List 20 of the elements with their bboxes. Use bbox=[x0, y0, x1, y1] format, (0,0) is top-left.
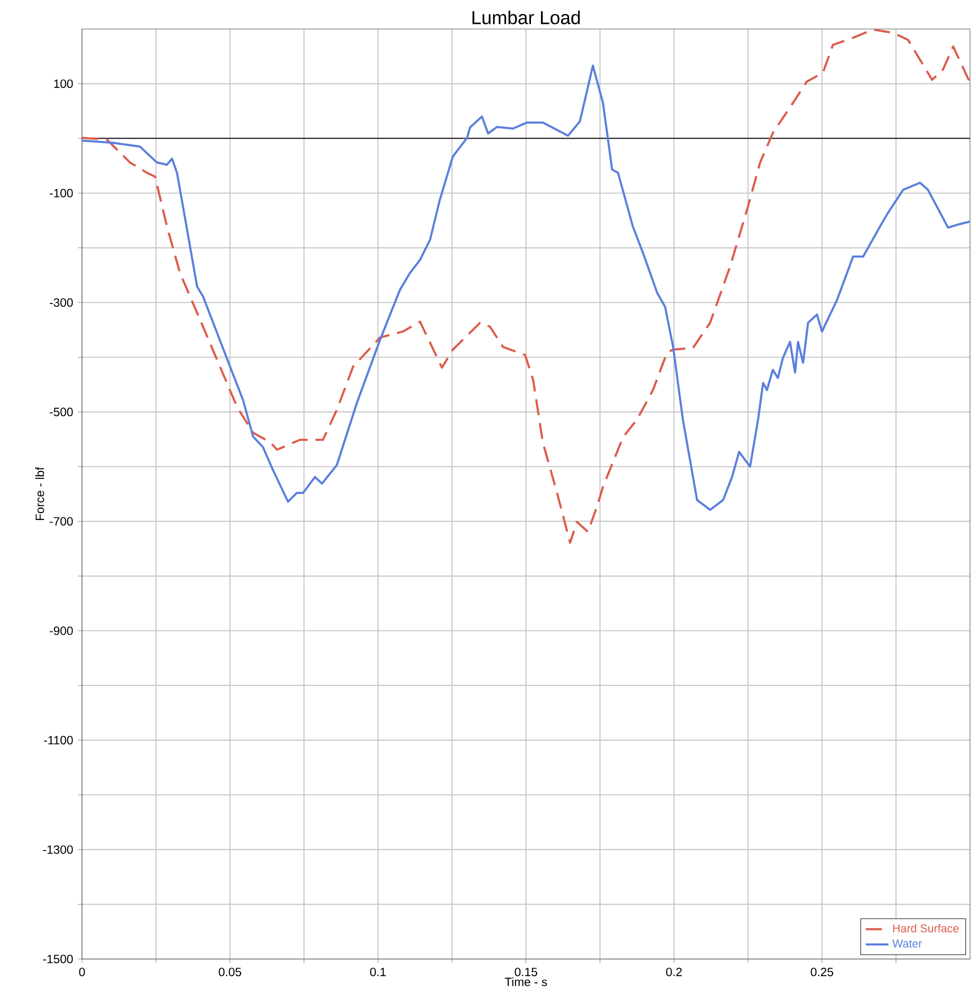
y-tick-label: -900 bbox=[50, 626, 73, 636]
y-tick-label: -300 bbox=[50, 298, 73, 307]
y-tick-label: 100 bbox=[54, 79, 73, 88]
y-tick-label: -1100 bbox=[44, 736, 73, 744]
y-tick-label: -1500 bbox=[43, 954, 73, 964]
legend-label: Water bbox=[892, 940, 922, 948]
y-tick-label: -700 bbox=[50, 517, 73, 526]
x-tick-label: 0.2 bbox=[666, 968, 682, 976]
y-tick-label: -100 bbox=[50, 188, 73, 198]
y-tick-label: -500 bbox=[50, 408, 73, 416]
x-tick-label: 0.15 bbox=[514, 968, 538, 976]
x-tick-label: 0.25 bbox=[810, 968, 834, 976]
y-tick-label: -1300 bbox=[43, 845, 73, 854]
chart-title: Lumbar Load bbox=[472, 10, 580, 24]
y-axis-title: Force - lbf bbox=[35, 466, 44, 520]
x-axis-title: Time - s bbox=[504, 977, 547, 986]
x-tick-label: 0.1 bbox=[370, 968, 386, 976]
legend-label: Hard Surface bbox=[893, 924, 959, 932]
x-tick-label: 0.05 bbox=[218, 968, 242, 976]
x-tick-label: 0 bbox=[79, 968, 85, 976]
